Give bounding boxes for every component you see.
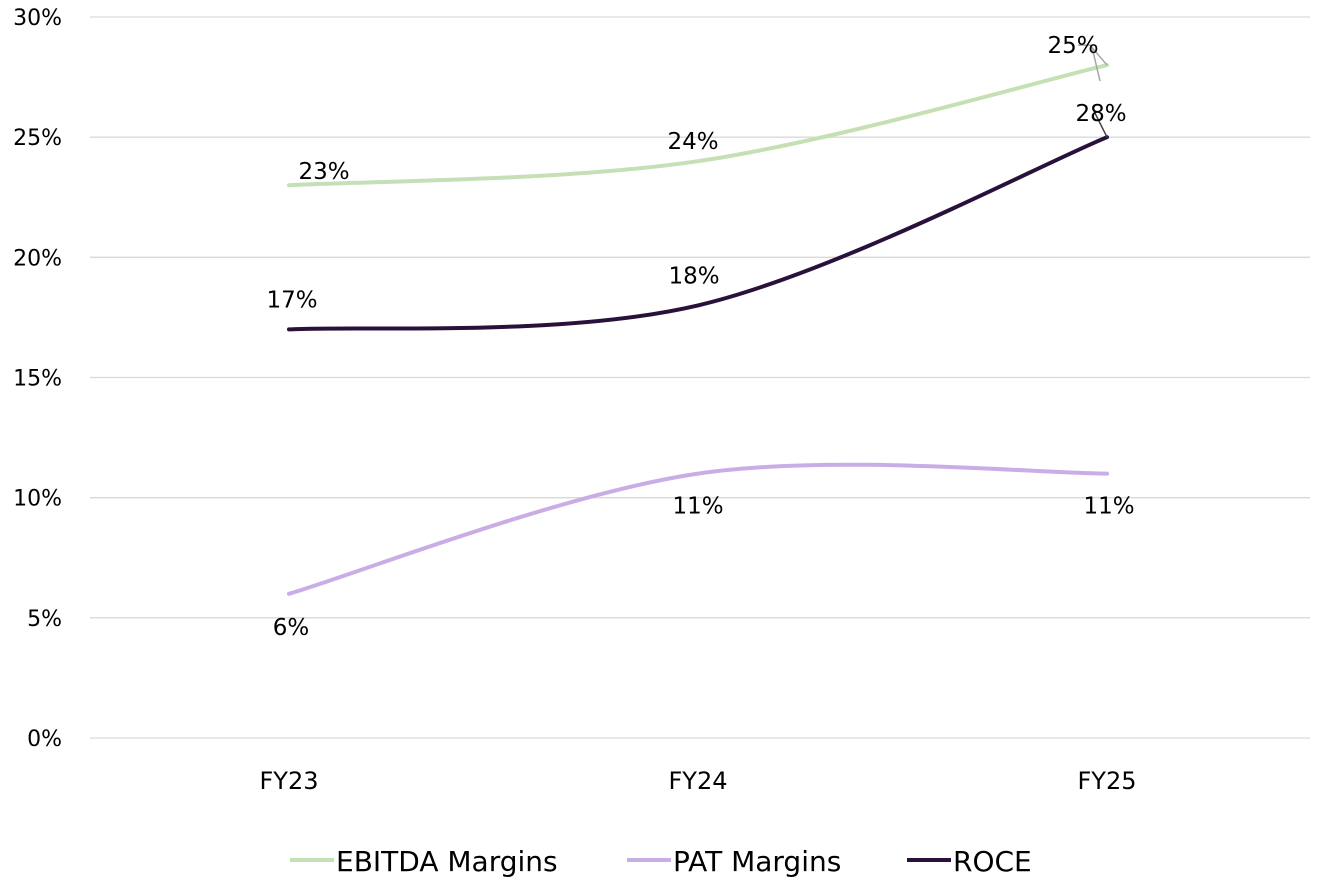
x-tick-label: FY25 (1077, 767, 1136, 795)
y-tick-label: 0% (27, 727, 62, 752)
ebitda-margins-data-label: 23% (298, 159, 349, 185)
gridlines (90, 16, 1310, 739)
legend-item-ebitda-margins: EBITDA Margins (290, 845, 558, 878)
x-tick-label: FY23 (259, 767, 318, 795)
ebitda-label-leader-line (1091, 46, 1101, 82)
ebitda-margins-data-label: 25% (1047, 33, 1098, 59)
y-tick-label: 20% (13, 246, 62, 271)
roce-data-label: 28% (1075, 101, 1126, 127)
legend-item-pat-margins: PAT Margins (627, 845, 841, 878)
y-tick-label: 15% (13, 367, 62, 392)
pat-margins-data-label: 6% (273, 615, 310, 641)
roce-line (287, 135, 1109, 332)
legend-label: EBITDA Margins (336, 845, 558, 878)
y-tick-label: 30% (13, 6, 62, 31)
ebitda-margins-line (287, 63, 1109, 188)
series-lines (287, 63, 1109, 596)
ebitda-margins-data-label: 24% (667, 129, 718, 155)
y-tick-label: 5% (27, 607, 62, 632)
roce-data-label: 18% (668, 263, 719, 289)
x-axis-tick-labels: FY23 FY24 FY25 (259, 767, 1136, 795)
legend-label: ROCE (953, 845, 1032, 878)
x-tick-label: FY24 (668, 767, 727, 795)
legend-label: PAT Margins (673, 845, 841, 878)
legend-item-roce: ROCE (907, 845, 1032, 878)
data-labels: 23% 24% 25% 6% 11% 11% 17% 18% 28% (266, 33, 1134, 641)
legend: EBITDA Margins PAT Margins ROCE (290, 845, 1032, 878)
pat-margins-data-label: 11% (1083, 494, 1134, 520)
y-axis-tick-labels: 0% 5% 10% 15% 20% 25% 30% (13, 6, 62, 752)
y-tick-label: 25% (13, 126, 62, 151)
roce-label-leader-line (1092, 108, 1108, 138)
pat-margins-line (287, 462, 1109, 596)
pat-margins-data-label: 11% (672, 494, 723, 520)
ebitda-label-leader-line (1078, 44, 1108, 66)
roce-data-label: 17% (266, 287, 317, 313)
y-tick-label: 10% (13, 487, 62, 512)
leader-lines (1078, 44, 1108, 138)
